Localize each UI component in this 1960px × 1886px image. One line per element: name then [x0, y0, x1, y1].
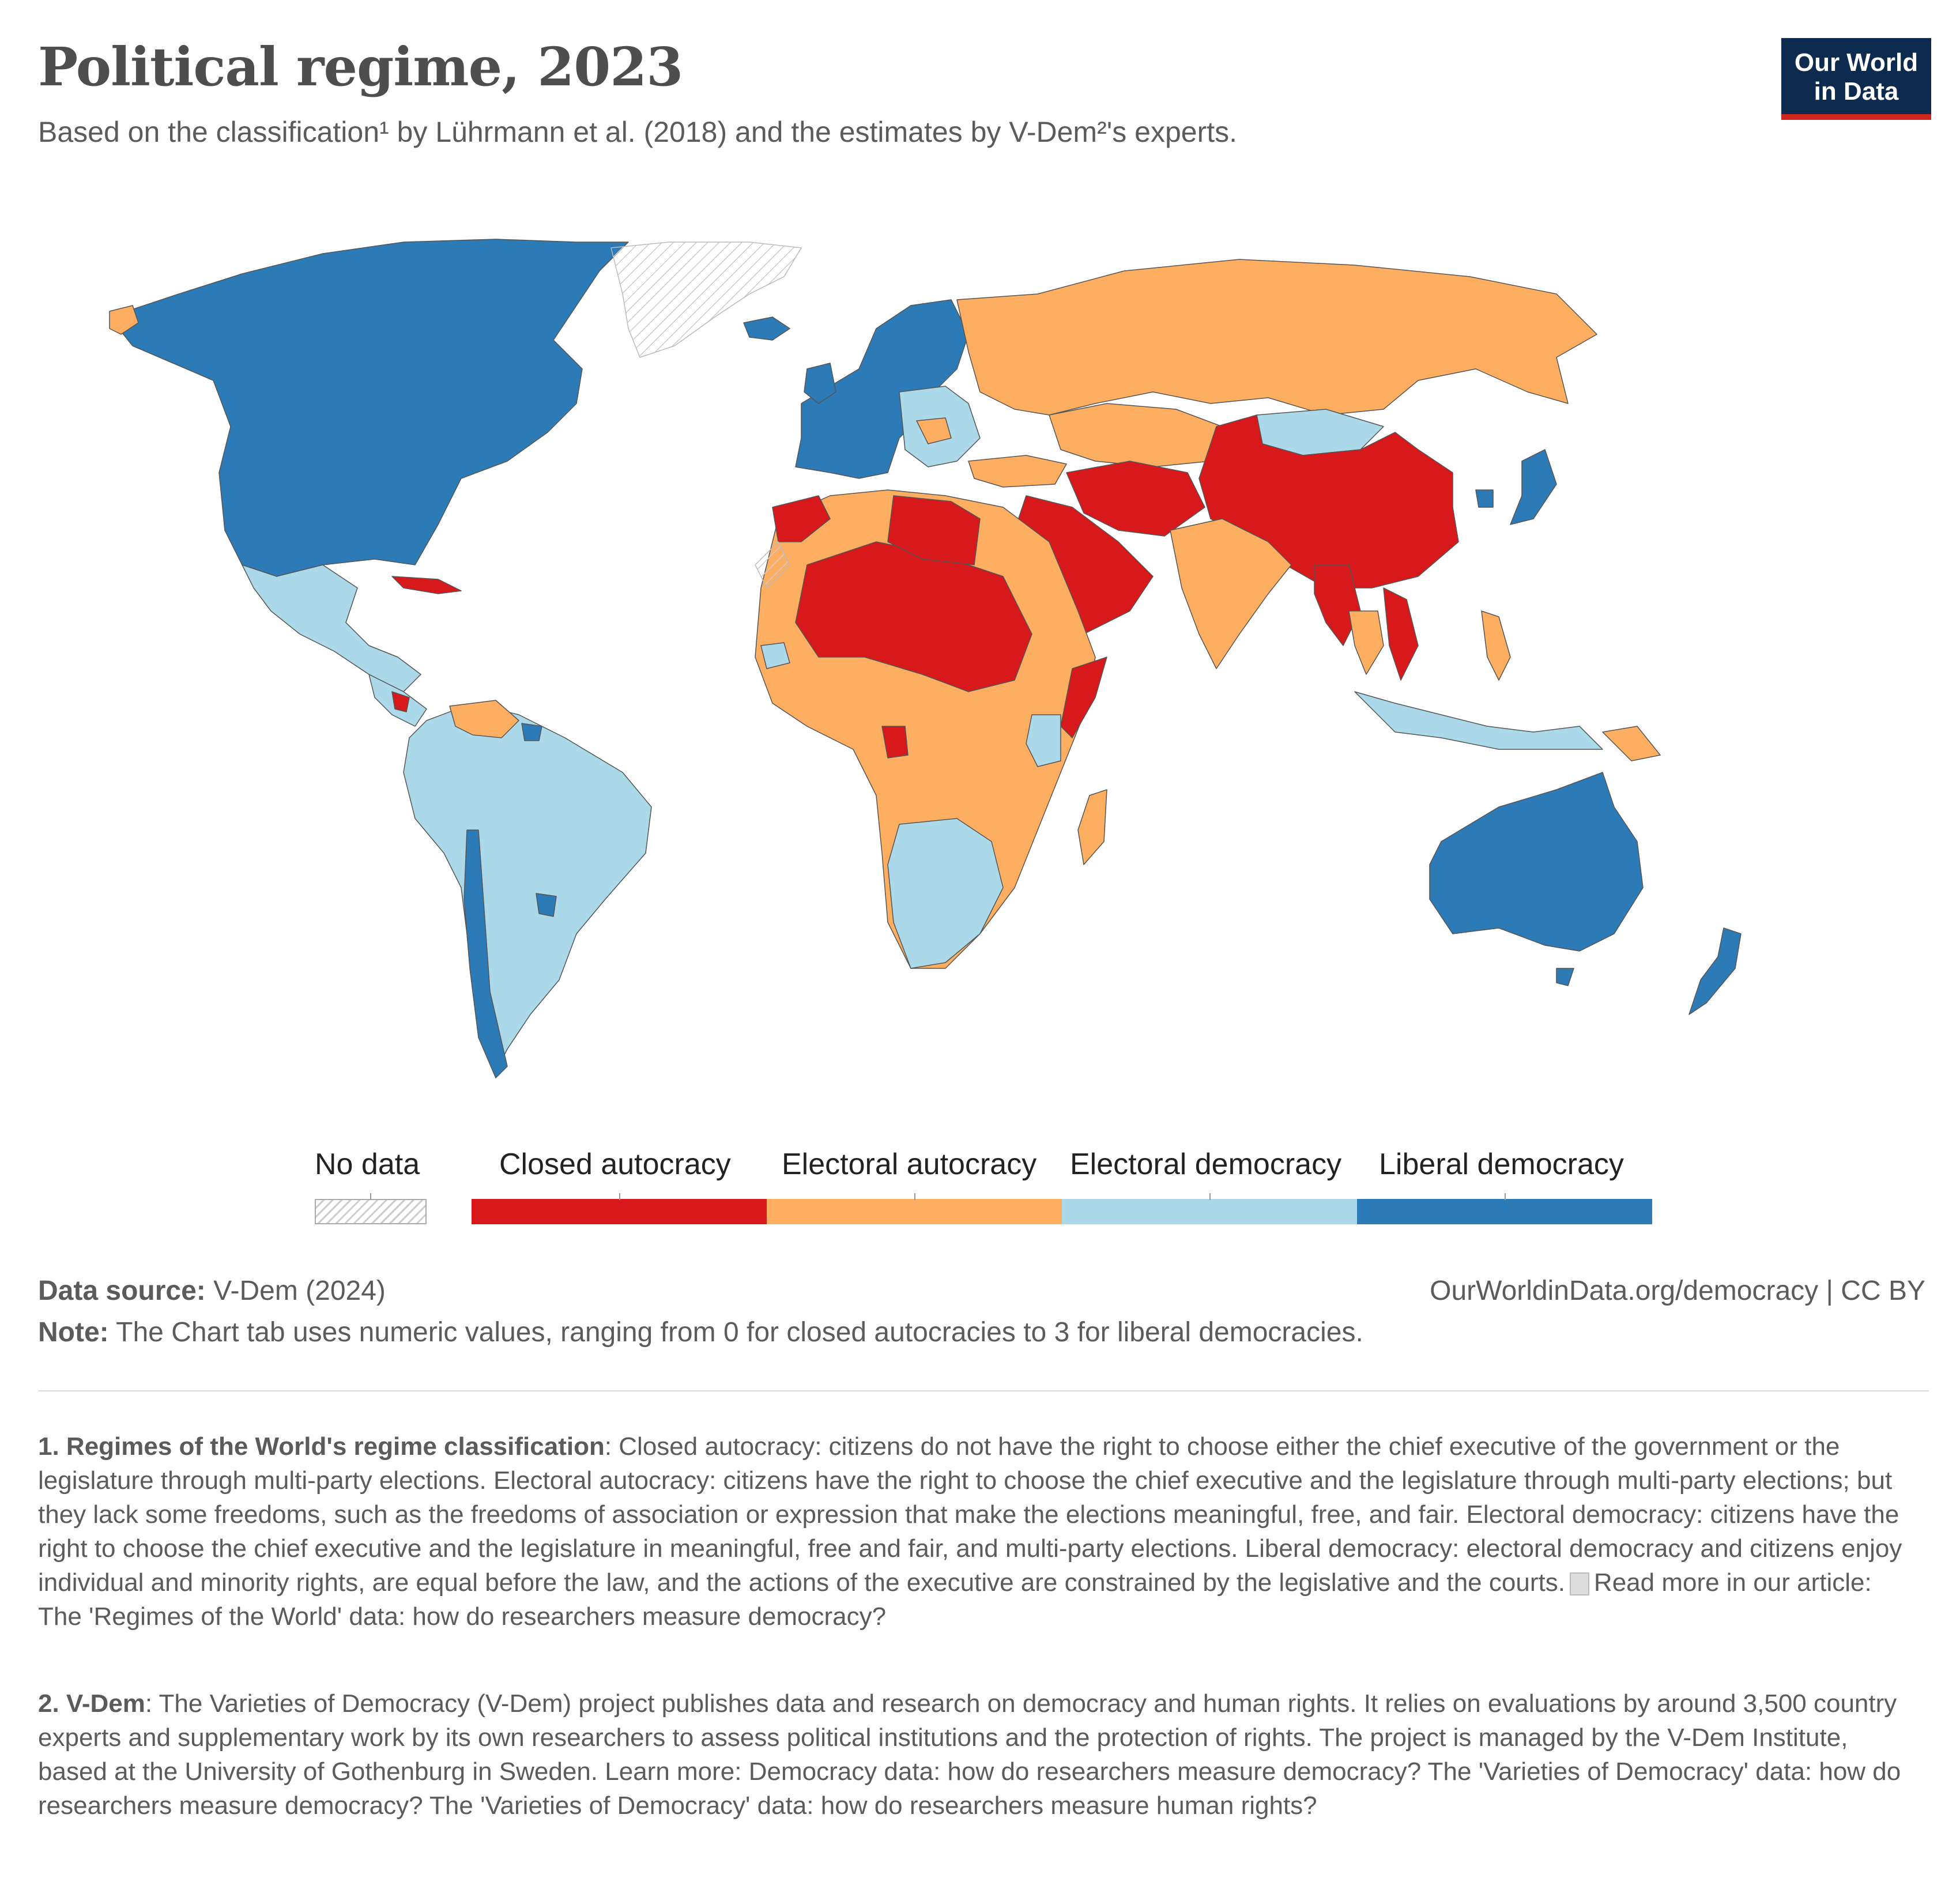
chart-title: Political regime, 2023 [38, 36, 683, 98]
region-southern-africa[interactable] [887, 818, 1004, 969]
region-png[interactable] [1602, 726, 1661, 761]
legend-swatch-electoral-democracy[interactable] [1062, 1199, 1357, 1224]
chart-note: Note: The Chart tab uses numeric values,… [38, 1317, 1363, 1348]
data-source: Data source: V-Dem (2024) [38, 1275, 386, 1307]
legend-label-no-data: No data [315, 1148, 420, 1181]
region-venezuela[interactable] [449, 700, 519, 738]
footnote-1-label: 1. Regimes of the World's regime classif… [38, 1432, 605, 1461]
region-japan[interactable] [1510, 449, 1557, 525]
region-australia[interactable] [1429, 772, 1644, 952]
legend-tick [370, 1193, 371, 1200]
region-south-korea[interactable] [1475, 489, 1494, 508]
region-cuba[interactable] [391, 576, 462, 594]
region-turkey[interactable] [968, 455, 1067, 488]
region-greenland[interactable] [610, 242, 802, 358]
footnote-1: 1. Regimes of the World's regime classif… [38, 1429, 1917, 1634]
region-west-africa-dem[interactable] [760, 642, 790, 669]
region-russia[interactable] [956, 259, 1597, 416]
region-madagascar[interactable] [1077, 789, 1107, 865]
source-value[interactable]: V-Dem (2024) [205, 1276, 386, 1306]
region-iran-afghanistan[interactable] [1066, 461, 1205, 537]
footnote-2: 2. V-Dem: The Varieties of Democracy (V-… [38, 1687, 1917, 1823]
owid-logo[interactable]: Our World in Data [1781, 38, 1931, 120]
region-vietnam[interactable] [1383, 587, 1419, 681]
region-western-sahara[interactable] [755, 541, 790, 589]
region-south-america[interactable] [403, 703, 652, 1073]
region-mexico[interactable] [242, 564, 421, 692]
region-nicaragua[interactable] [391, 691, 410, 712]
logo-line-2: in Data [1814, 77, 1899, 105]
region-uruguay[interactable] [536, 893, 557, 917]
footnote-2-label: 2. V-Dem [38, 1689, 145, 1718]
legend-swatch-liberal-democracy[interactable] [1357, 1199, 1652, 1224]
legend-label-closed-autocracy: Closed autocracy [499, 1148, 731, 1181]
legend-label-liberal-democracy: Liberal democracy [1379, 1148, 1624, 1181]
legend-tick [914, 1193, 915, 1200]
region-morocco[interactable] [772, 495, 831, 542]
region-gabon[interactable] [881, 726, 909, 759]
legend-label-electoral-democracy: Electoral democracy [1070, 1148, 1342, 1181]
region-iceland[interactable] [743, 316, 790, 341]
region-tasmania[interactable] [1556, 968, 1574, 986]
legend-tick [1505, 1193, 1506, 1200]
footnote-1-text: : Closed autocracy: citizens do not have… [38, 1432, 1902, 1597]
divider [38, 1390, 1929, 1391]
legend-swatch-no-data[interactable] [315, 1199, 427, 1224]
source-label: Data source: [38, 1276, 206, 1306]
region-somalia[interactable] [1060, 657, 1107, 738]
region-chile[interactable] [463, 829, 508, 1078]
region-indonesia[interactable] [1354, 691, 1603, 750]
region-kenya[interactable] [1026, 714, 1061, 767]
chart-subtitle: Based on the classification¹ by Lührmann… [38, 116, 1238, 148]
footnote-2-text: : The Varieties of Democracy (V-Dem) pro… [38, 1689, 1901, 1820]
legend-label-electoral-autocracy: Electoral autocracy [782, 1148, 1037, 1181]
region-libya[interactable] [887, 495, 981, 565]
region-thailand[interactable] [1348, 610, 1384, 675]
region-new-zealand[interactable] [1688, 927, 1742, 1015]
note-label: Note: [38, 1317, 109, 1348]
legend-swatch-closed-autocracy[interactable] [472, 1199, 767, 1224]
region-guyana[interactable] [521, 723, 542, 741]
logo-line-1: Our World [1794, 48, 1918, 77]
region-north-america[interactable] [109, 239, 629, 577]
region-uk[interactable] [804, 363, 836, 404]
region-central-asia[interactable] [1049, 403, 1223, 467]
source-url[interactable]: OurWorldinData.org/democracy | CC BY [1430, 1276, 1925, 1306]
legend-tick [1209, 1193, 1211, 1200]
region-india[interactable] [1170, 518, 1292, 669]
world-map[interactable] [0, 219, 1960, 1107]
footnote-1-link[interactable]: Read more in our article: The 'Regimes o… [38, 1568, 1872, 1631]
document-icon [1569, 1572, 1589, 1596]
region-alaska[interactable] [109, 305, 139, 335]
region-philippines[interactable] [1481, 610, 1511, 681]
legend-tick [619, 1193, 620, 1200]
map-legend: No data Closed autocracy Electoral autoc… [0, 1147, 1960, 1234]
region-myanmar[interactable] [1314, 564, 1361, 646]
region-hungary-serbia[interactable] [916, 417, 952, 444]
note-text: The Chart tab uses numeric values, rangi… [108, 1317, 1363, 1348]
legend-swatch-electoral-autocracy[interactable] [767, 1199, 1062, 1224]
